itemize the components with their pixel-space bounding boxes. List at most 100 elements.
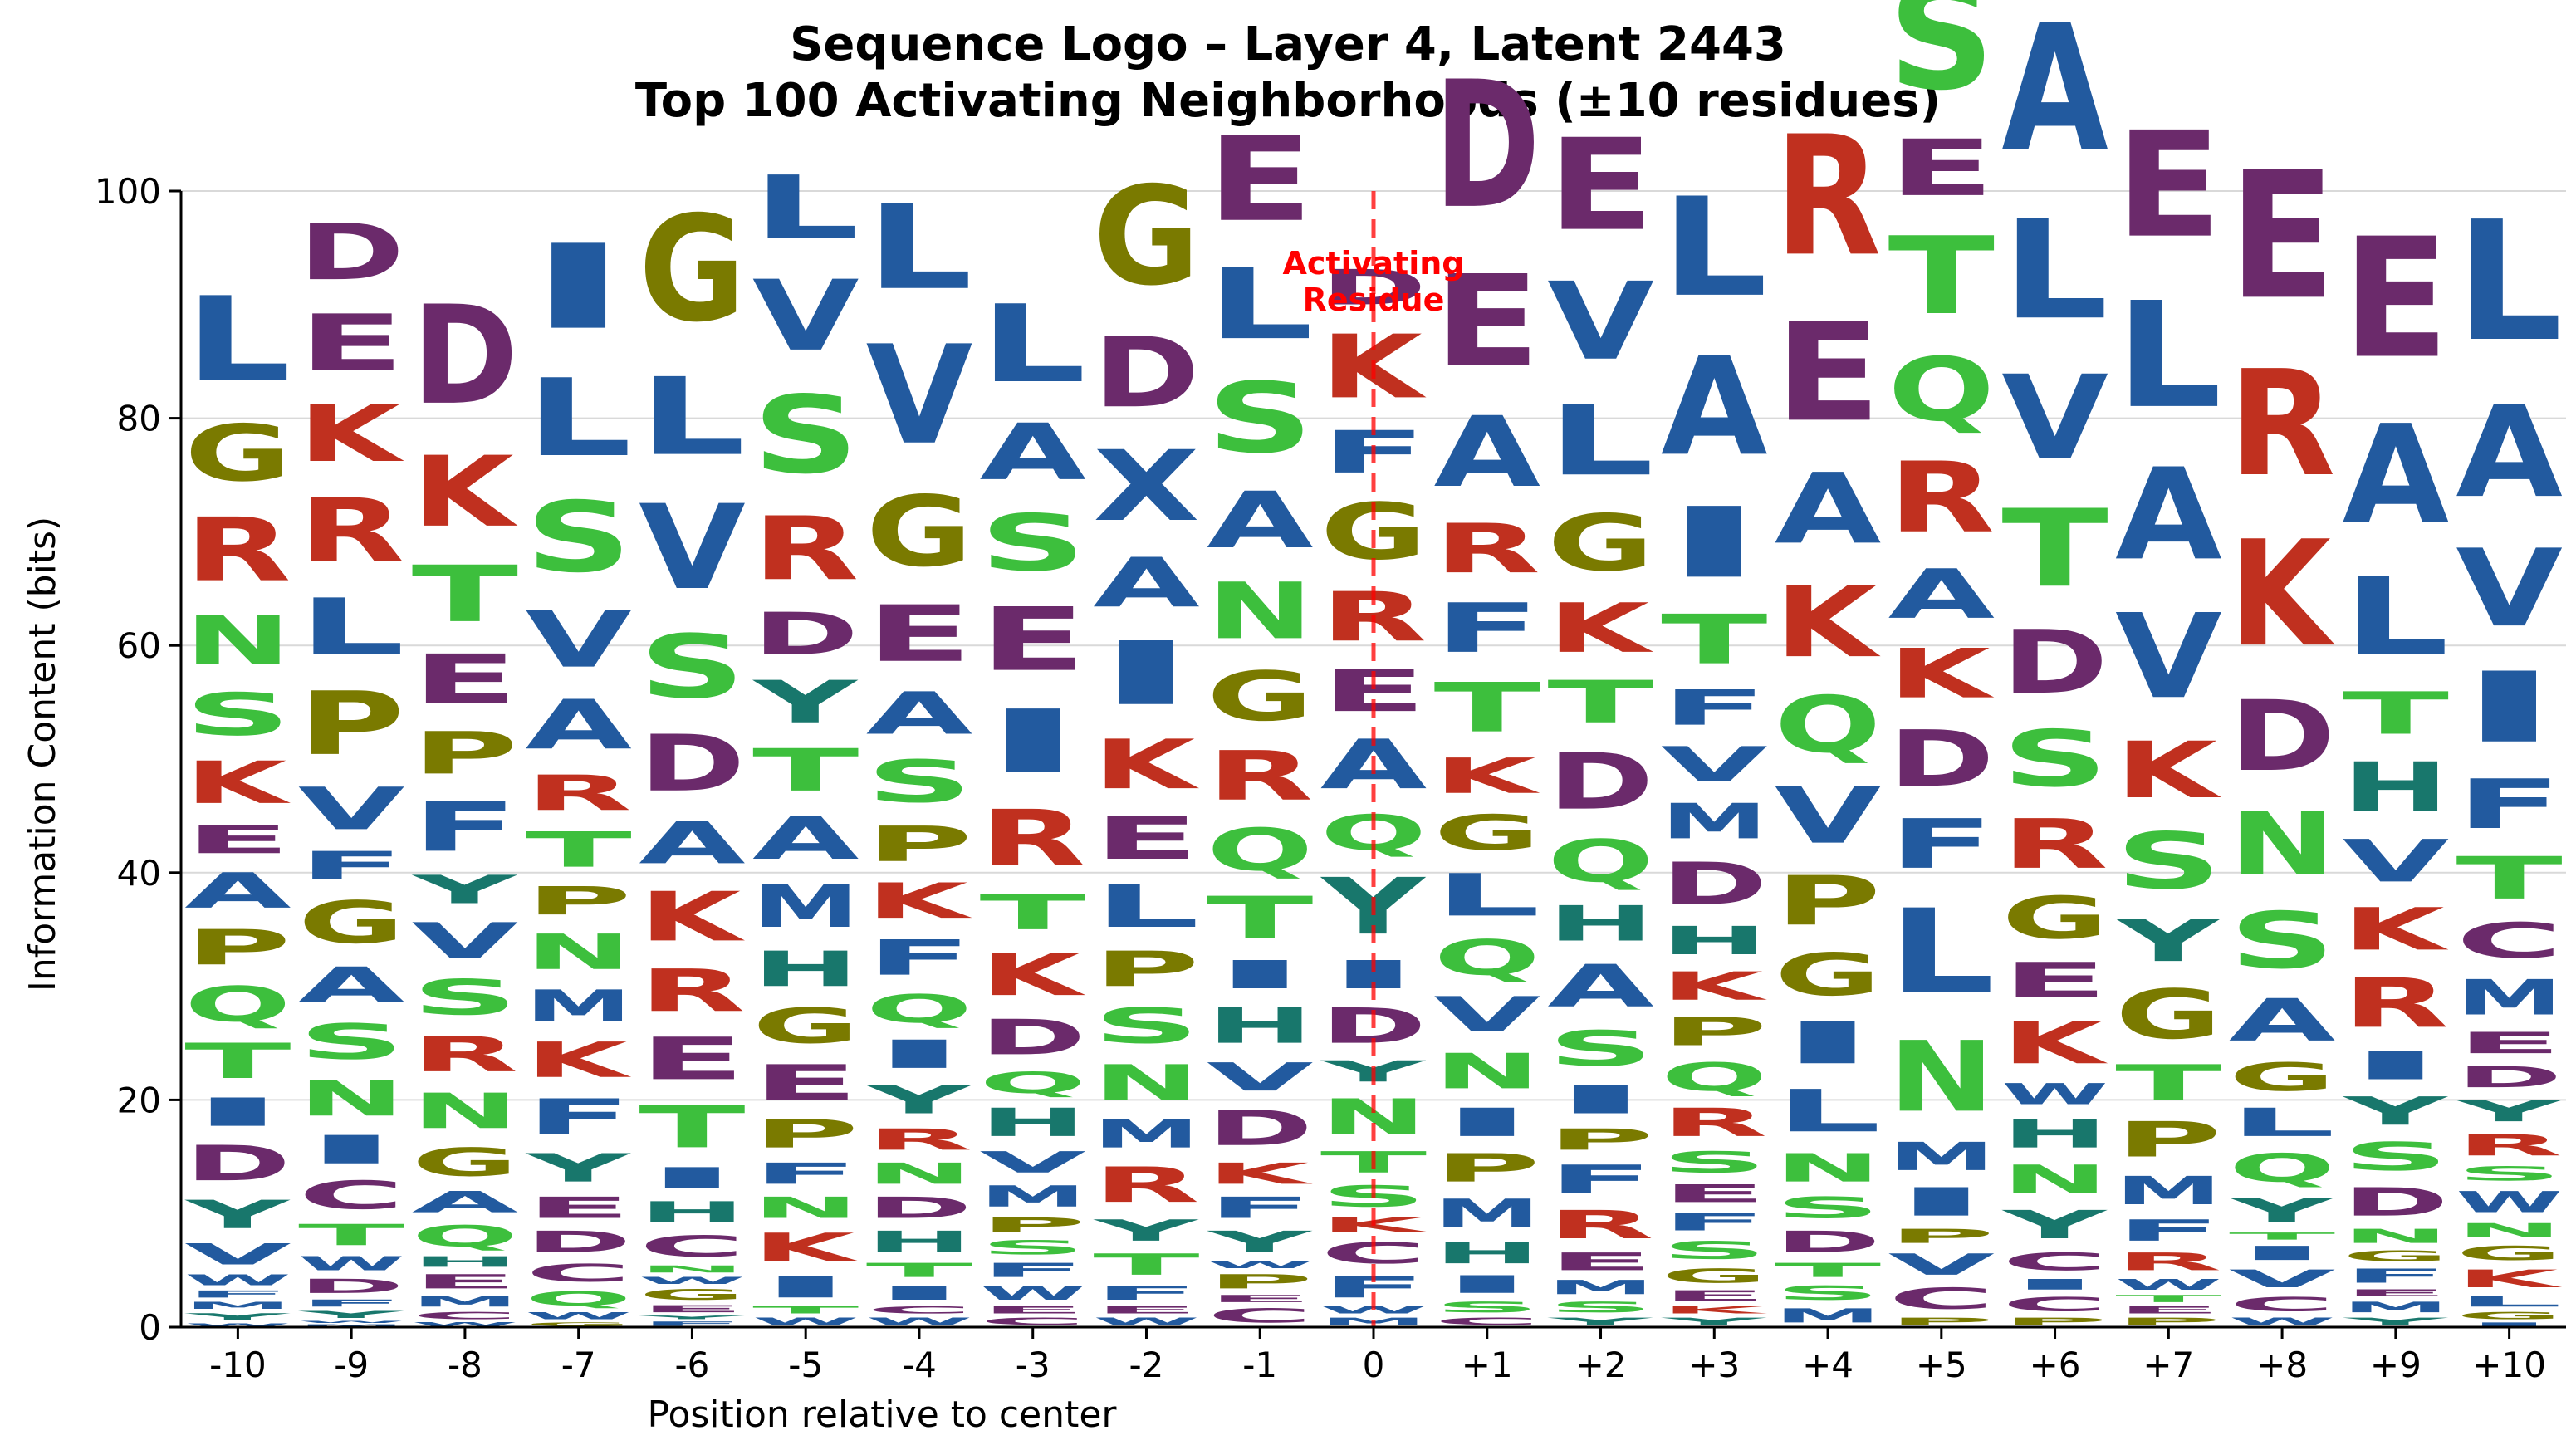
logo-letter-L: L: [1775, 1077, 1882, 1145]
logo-letter-E: E: [1207, 1293, 1314, 1305]
logo-letter-N: N: [2343, 1225, 2450, 1247]
logo-letter-V: V: [2456, 527, 2563, 652]
logo-letter-F: F: [1207, 1191, 1314, 1225]
logo-letter-S: S: [1775, 1282, 1882, 1305]
logo-letter-G: G: [639, 1286, 746, 1303]
logo-letter-N: N: [298, 1070, 405, 1127]
logo-letter-W: W: [1207, 1259, 1314, 1271]
logo-letter-L: L: [298, 582, 405, 673]
logo-letter-Q: Q: [1661, 1055, 1768, 1100]
logo-letter-L: L: [1888, 884, 1996, 1020]
logo-letter-E: E: [298, 298, 405, 389]
x-tick-label: -1: [1242, 1345, 1277, 1385]
logo-letter-H: H: [1661, 919, 1768, 963]
logo-letter-K: K: [1547, 589, 1653, 668]
logo-letter-I: I: [866, 1281, 973, 1304]
logo-letter-N: N: [1093, 1055, 1200, 1111]
logo-letter-G: G: [1775, 941, 1882, 1009]
logo-letter-H: H: [412, 1253, 519, 1270]
logo-letter-M: M: [412, 1293, 519, 1310]
logo-letter-L: L: [2456, 1293, 2563, 1310]
logo-letter-S: S: [184, 681, 291, 749]
logo-letter-H: H: [2343, 748, 2450, 827]
x-tick-label: +8: [2256, 1345, 2308, 1385]
logo-letter-E: E: [1433, 248, 1540, 395]
logo-letter-C: C: [979, 1315, 1086, 1327]
logo-letter-A: A: [2115, 441, 2222, 589]
logo-letter-K: K: [639, 878, 745, 957]
logo-letter-I: I: [2343, 1043, 2450, 1088]
logo-letter-S: S: [1775, 1191, 1882, 1225]
logo-letter-V: V: [2229, 1265, 2336, 1293]
logo-letter-Y: Y: [2228, 1191, 2335, 1231]
logo-letter-A: A: [1661, 328, 1768, 487]
logo-letter-R: R: [298, 479, 405, 581]
logo-letter-P: P: [1775, 862, 1882, 941]
logo-letter-N: N: [639, 1263, 746, 1275]
logo-letter-H: H: [1207, 998, 1314, 1055]
logo-letter-Y: Y: [752, 668, 859, 736]
logo-letter-E: E: [2456, 1026, 2563, 1060]
logo-letter-D: D: [1547, 737, 1654, 827]
logo-letter-W: W: [979, 1281, 1086, 1304]
logo-letter-P: P: [1433, 1146, 1540, 1191]
logo-letter-C: C: [1207, 1305, 1314, 1327]
logo-letter-V: V: [1547, 260, 1654, 385]
logo-letter-P: P: [2001, 1315, 2108, 1327]
x-tick-label: -9: [334, 1345, 369, 1385]
logo-letter-F: F: [184, 1289, 291, 1301]
logo-letter-D: D: [2343, 1179, 2450, 1224]
logo-letter-I: I: [866, 1032, 973, 1077]
logo-letter-S: S: [979, 498, 1086, 589]
logo-letter-D: D: [639, 718, 746, 809]
logo-letter-N: N: [1207, 566, 1314, 657]
logo-letter-Y: Y: [2001, 1202, 2108, 1247]
logo-letter-H: H: [1434, 1237, 1541, 1271]
logo-letter-F: F: [1093, 1281, 1200, 1304]
logo-letter-R: R: [752, 497, 859, 600]
logo-letter-N: N: [866, 1157, 973, 1191]
logo-letter-W: W: [184, 1271, 291, 1288]
logo-letter-P: P: [866, 816, 973, 873]
logo-letter-V: V: [2001, 350, 2108, 486]
chart-title: Sequence Logo – Layer 4, Latent 2443: [790, 17, 1786, 71]
logo-letter-Q: Q: [525, 1287, 632, 1310]
logo-letter-F: F: [2456, 765, 2563, 844]
logo-letter-K: K: [2115, 725, 2221, 816]
logo-letter-C: C: [2001, 1293, 2108, 1315]
logo-stacks: WYMFWVYDITQPAEKSNRGLMWYFDWTCINSAGFVPLRKE…: [184, 0, 2563, 1327]
logo-letter-T: T: [1775, 1259, 1882, 1281]
logo-letter-H: H: [2001, 1111, 2108, 1156]
logo-letter-Q: Q: [979, 1066, 1086, 1100]
logo-letter-W: W: [2456, 1185, 2563, 1219]
logo-letter-P: P: [1093, 941, 1200, 997]
logo-letter-A: A: [979, 407, 1086, 497]
logo-letter-I: I: [1661, 487, 1768, 600]
logo-letter-Y: Y: [1206, 1225, 1313, 1259]
logo-letter-T: T: [184, 1033, 291, 1090]
logo-letter-E: E: [1207, 112, 1314, 247]
logo-letter-A: A: [1888, 555, 1996, 634]
logo-letter-P: P: [979, 1213, 1086, 1236]
y-tick-label: 40: [117, 853, 161, 894]
logo-letter-Y: Y: [2341, 1315, 2449, 1327]
logo-letter-S: S: [1547, 1299, 1654, 1315]
y-tick-label: 100: [95, 171, 161, 212]
logo-letter-K: K: [2456, 1265, 2562, 1293]
logo-letter-V: V: [412, 913, 519, 969]
logo-letter-T: T: [639, 1093, 746, 1161]
logo-letter-T: T: [2229, 1231, 2336, 1242]
x-tick-label: -2: [1129, 1345, 1164, 1385]
logo-letter-E: E: [2343, 203, 2450, 395]
logo-letter-S: S: [1093, 998, 1200, 1055]
logo-letter-A: A: [1093, 543, 1200, 623]
logo-letter-V: V: [298, 776, 405, 843]
logo-letter-G: G: [1433, 805, 1540, 861]
logo-letter-F: F: [298, 844, 405, 889]
logo-letter-C: C: [412, 1310, 519, 1322]
logo-letter-W: W: [525, 1310, 632, 1321]
logo-letter-A: A: [1547, 953, 1654, 1020]
logo-letter-Y: Y: [1092, 1213, 1199, 1247]
logo-letter-A: A: [2456, 379, 2563, 527]
logo-letter-V: V: [2115, 590, 2222, 725]
